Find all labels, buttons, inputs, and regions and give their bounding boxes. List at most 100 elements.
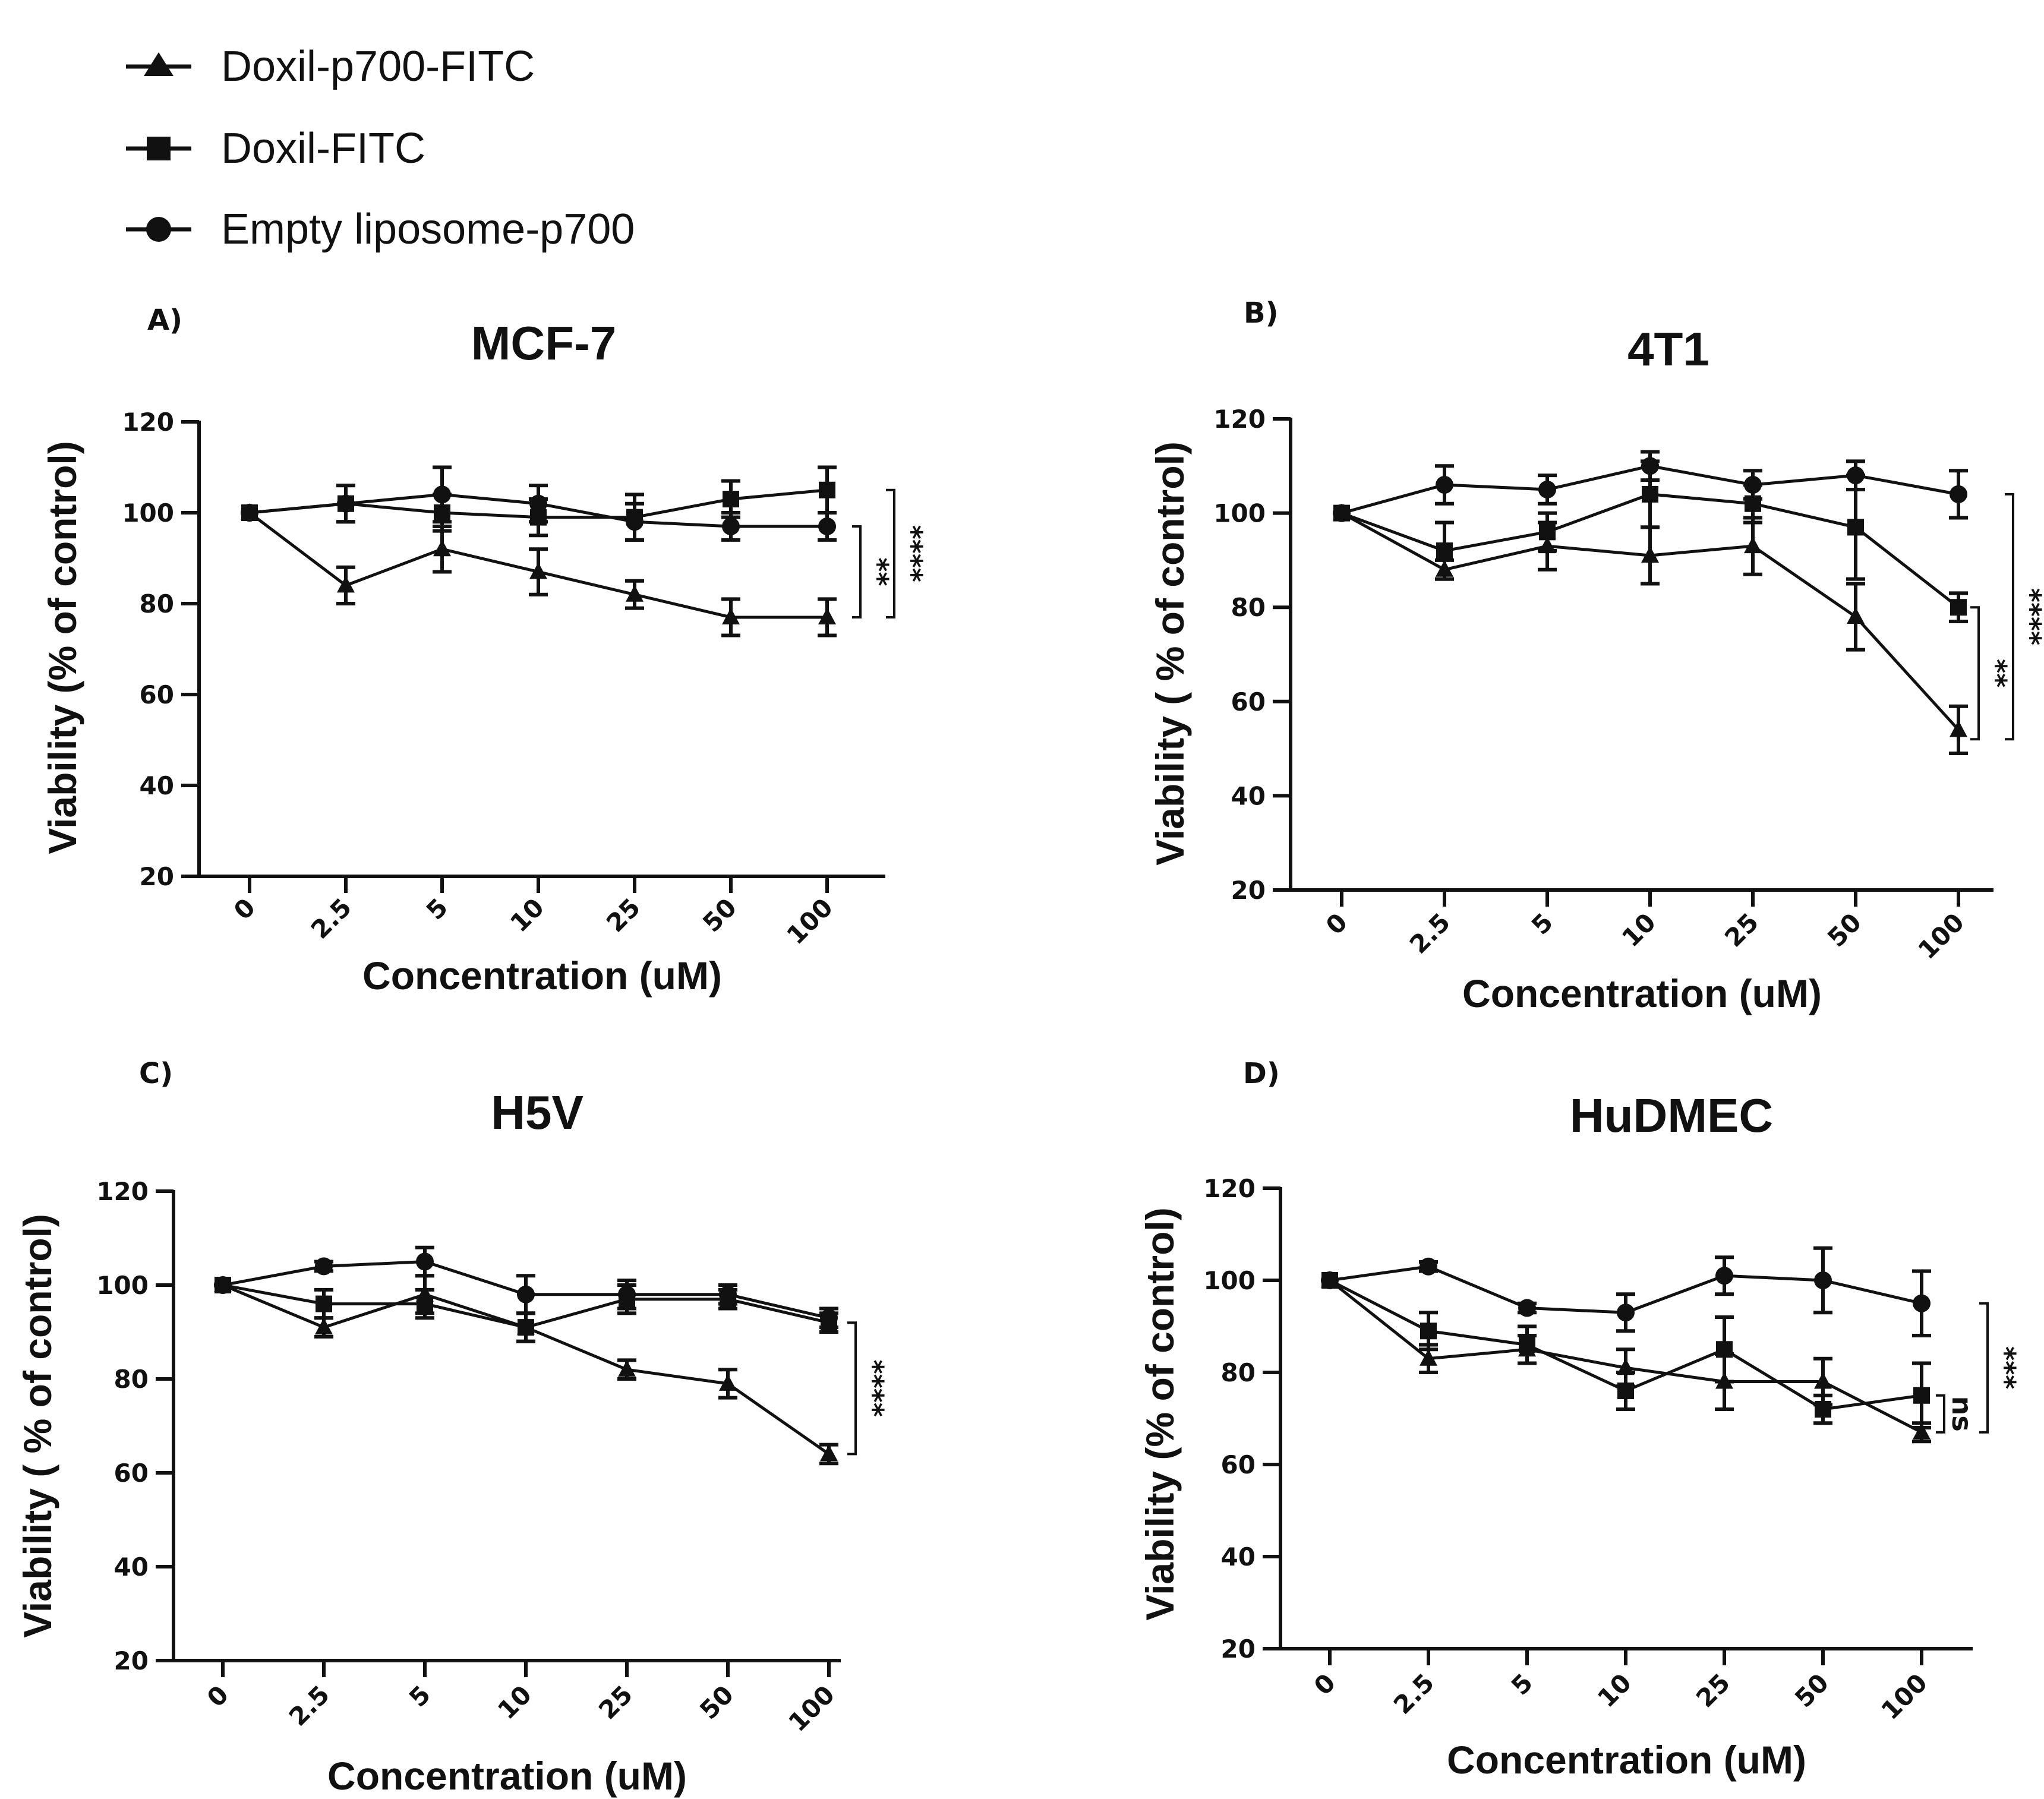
- data-point-circle: [337, 494, 355, 513]
- series-empty-liposome-p700: [1321, 1246, 1931, 1337]
- data-point-circle: [1744, 476, 1762, 494]
- legend-label: Empty liposome-p700: [221, 206, 635, 253]
- y-tick-label: 20: [140, 862, 174, 891]
- significance-label: ***: [1989, 1346, 2021, 1389]
- data-point-triangle: [719, 1374, 737, 1391]
- bracket-line: [852, 525, 862, 618]
- legend-item-doxil-p700-fitc: Doxil-p700-FITC: [126, 43, 535, 90]
- data-point-circle: [214, 1276, 232, 1294]
- data-point-triangle: [618, 1360, 636, 1377]
- panel-label: B): [1244, 296, 1279, 330]
- data-point-circle: [529, 494, 547, 513]
- square-marker-icon: [147, 137, 171, 160]
- data-point-triangle: [315, 1318, 333, 1335]
- y-tick-label: 40: [114, 1552, 149, 1582]
- legend-item-empty-liposome-p700: Empty liposome-p700: [126, 206, 635, 253]
- y-tick-label: 20: [1221, 1634, 1256, 1664]
- significance-bracket: **: [852, 525, 894, 618]
- y-tick-label: 80: [140, 589, 174, 618]
- significance-label: ****: [857, 1360, 889, 1417]
- data-point-circle: [1518, 1299, 1536, 1317]
- y-tick-label: 60: [1221, 1450, 1256, 1479]
- data-point-triangle: [818, 607, 836, 624]
- significance-bracket: **: [1970, 606, 2013, 741]
- data-point-square: [1617, 1383, 1634, 1399]
- data-point-square: [1847, 519, 1864, 536]
- data-point-square: [1436, 542, 1453, 560]
- data-point-circle: [820, 1309, 838, 1327]
- y-tick-label: 100: [1213, 499, 1266, 528]
- y-tick-label: 120: [122, 408, 174, 437]
- data-point-circle: [1641, 457, 1659, 475]
- data-point-square: [1642, 485, 1658, 503]
- data-point-square: [1716, 1341, 1733, 1358]
- data-point-square: [316, 1295, 332, 1312]
- data-point-circle: [626, 513, 644, 531]
- chart-title: H5V: [491, 1086, 583, 1139]
- series-doxil-p700-fitc: [241, 503, 837, 637]
- chart-title: HuDMEC: [1570, 1089, 1773, 1142]
- y-tick-label: 80: [114, 1365, 149, 1394]
- data-point-circle: [1814, 1271, 1832, 1289]
- data-point-circle: [1538, 480, 1556, 498]
- data-point-square: [819, 481, 835, 498]
- data-point-circle: [315, 1257, 333, 1276]
- data-point-triangle: [1641, 545, 1659, 563]
- data-point-circle: [719, 1285, 737, 1304]
- data-point-square: [1815, 1401, 1831, 1418]
- data-point-circle: [1617, 1304, 1635, 1322]
- y-tick-label: 100: [122, 498, 174, 528]
- data-point-square: [1420, 1323, 1437, 1340]
- y-tick-label: 100: [96, 1271, 149, 1300]
- data-point-triangle: [1744, 536, 1762, 554]
- significance-bracket: ****: [886, 488, 928, 618]
- significance-label: ****: [896, 525, 928, 582]
- data-point-square: [723, 491, 739, 508]
- legend-item-doxil-fitc: Doxil-FITC: [126, 125, 425, 172]
- data-point-circle: [1321, 1271, 1339, 1289]
- significance-bracket: ****: [847, 1321, 889, 1456]
- data-point-circle: [1333, 504, 1351, 522]
- data-point-square: [518, 1319, 534, 1336]
- data-point-triangle: [820, 1444, 838, 1462]
- data-point-triangle: [529, 562, 547, 579]
- y-axis-title: Viability ( % of control): [1148, 441, 1192, 866]
- data-point-triangle: [1950, 720, 1967, 737]
- y-tick-label: 60: [1231, 687, 1266, 717]
- x-axis-title: Concentration (uM): [1447, 1738, 1806, 1782]
- data-point-circle: [1715, 1267, 1733, 1285]
- data-point-square: [1539, 523, 1556, 541]
- data-point-triangle: [1814, 1372, 1832, 1389]
- y-axis-title: Viability ( % of control): [15, 1214, 59, 1638]
- bracket-line: [2005, 493, 2014, 741]
- y-tick-label: 60: [114, 1459, 149, 1488]
- data-point-square: [1913, 1387, 1930, 1404]
- panel-label: A): [147, 304, 182, 337]
- bracket-line: [1979, 1302, 1989, 1434]
- panel-label: C): [139, 1057, 173, 1090]
- x-axis-title: Concentration (uM): [1462, 971, 1822, 1015]
- data-point-circle: [1913, 1294, 1931, 1312]
- data-point-triangle: [1420, 1349, 1437, 1366]
- data-point-circle: [722, 517, 740, 535]
- data-point-circle: [1436, 476, 1453, 494]
- significance-bracket: ***: [1979, 1302, 2021, 1434]
- y-tick-label: 80: [1231, 593, 1266, 622]
- y-tick-label: 40: [1221, 1542, 1256, 1571]
- bracket-line: [1970, 606, 1980, 741]
- chart-title: 4T1: [1627, 323, 1709, 375]
- y-tick-label: 120: [1213, 405, 1266, 434]
- y-tick-label: 40: [140, 771, 174, 800]
- bracket-line: [1936, 1394, 1945, 1434]
- data-point-triangle: [626, 585, 644, 602]
- y-tick-label: 80: [1221, 1358, 1256, 1387]
- legend-label: Doxil-p700-FITC: [221, 43, 535, 90]
- significance-label: **: [1980, 659, 2013, 687]
- data-point-circle: [1847, 466, 1865, 485]
- data-point-circle: [1420, 1257, 1437, 1276]
- data-point-circle: [241, 504, 258, 522]
- data-point-triangle: [337, 576, 355, 593]
